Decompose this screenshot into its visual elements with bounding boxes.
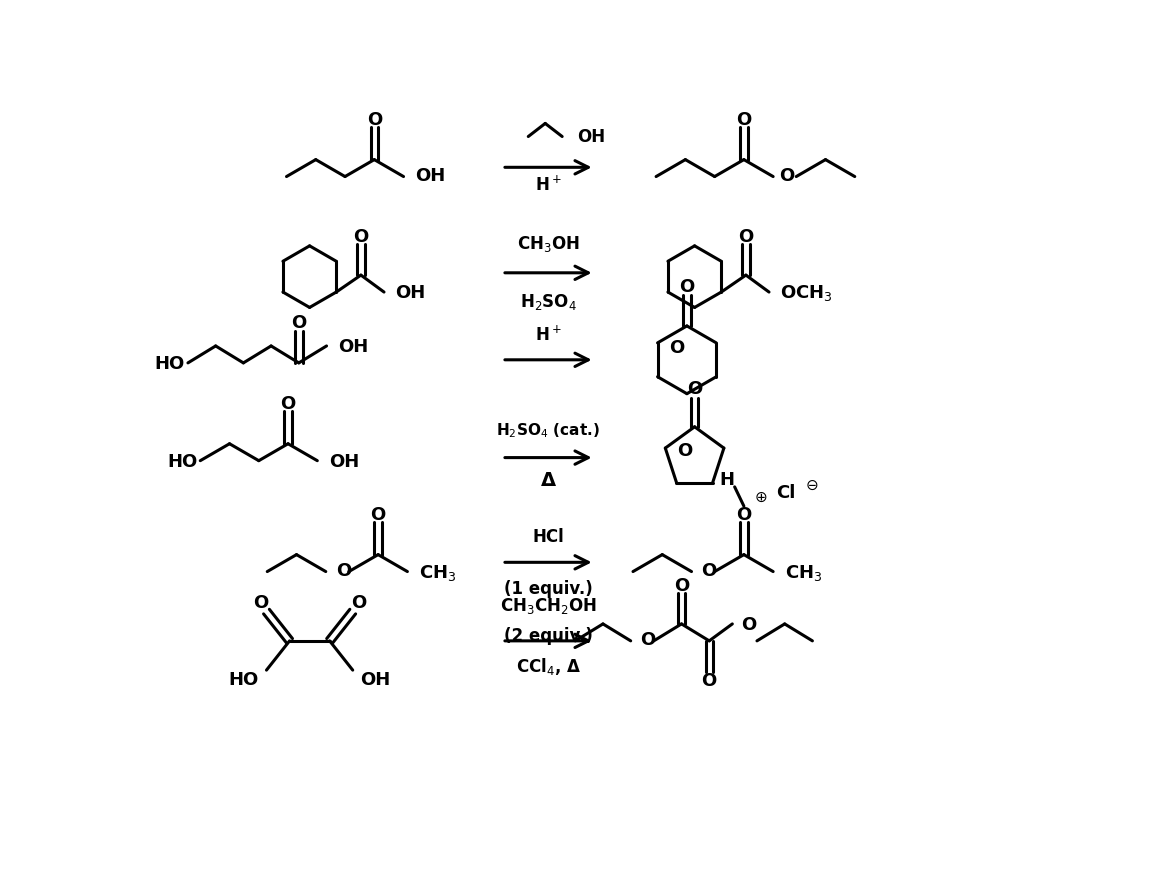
Text: H$_2$SO$_4$: H$_2$SO$_4$	[520, 292, 577, 312]
Text: Cl: Cl	[776, 484, 796, 501]
Text: O: O	[354, 228, 369, 246]
Text: O: O	[351, 594, 367, 612]
Text: Δ: Δ	[541, 470, 556, 489]
Text: O: O	[669, 338, 684, 356]
Text: O: O	[741, 615, 756, 634]
Text: O: O	[780, 167, 795, 185]
Text: $\oplus$: $\oplus$	[754, 490, 768, 505]
Text: (2 equiv.): (2 equiv.)	[503, 626, 593, 644]
Text: H$_2$SO$_4$ (cat.): H$_2$SO$_4$ (cat.)	[496, 421, 600, 440]
Text: O: O	[737, 505, 752, 523]
Text: O: O	[640, 631, 655, 648]
Text: OH: OH	[338, 337, 369, 355]
Text: CH$_3$: CH$_3$	[419, 562, 456, 582]
Text: O: O	[702, 672, 717, 689]
Text: O: O	[674, 576, 689, 594]
Text: O: O	[253, 594, 268, 612]
Text: OH: OH	[394, 283, 425, 302]
Text: CH$_3$OH: CH$_3$OH	[517, 234, 580, 254]
Text: O: O	[291, 314, 306, 332]
Text: $\ominus$: $\ominus$	[805, 477, 818, 493]
Text: H: H	[719, 471, 734, 488]
Text: H$^+$: H$^+$	[535, 325, 561, 345]
Text: HCl: HCl	[532, 527, 564, 546]
Text: H$^+$: H$^+$	[535, 176, 561, 195]
Text: OH: OH	[578, 128, 606, 146]
Text: CCl$_4$, Δ: CCl$_4$, Δ	[516, 655, 581, 676]
Text: CH$_3$: CH$_3$	[784, 562, 822, 582]
Text: O: O	[738, 228, 754, 246]
Text: HO: HO	[229, 671, 259, 688]
Text: OCH$_3$: OCH$_3$	[780, 282, 833, 302]
Text: OH: OH	[361, 671, 391, 688]
Text: O: O	[281, 395, 296, 413]
Text: CH$_3$CH$_2$OH: CH$_3$CH$_2$OH	[500, 596, 596, 616]
Text: O: O	[367, 110, 382, 129]
Text: O: O	[335, 561, 351, 580]
Text: O: O	[737, 110, 752, 129]
Text: O: O	[680, 277, 695, 295]
Text: (1 equiv.): (1 equiv.)	[503, 580, 593, 598]
Text: OH: OH	[328, 452, 360, 470]
Text: HO: HO	[168, 452, 198, 470]
Text: OH: OH	[415, 167, 445, 185]
Text: O: O	[370, 505, 386, 523]
Text: O: O	[676, 441, 693, 460]
Text: O: O	[702, 561, 717, 580]
Text: O: O	[687, 380, 702, 398]
Text: HO: HO	[154, 355, 184, 373]
